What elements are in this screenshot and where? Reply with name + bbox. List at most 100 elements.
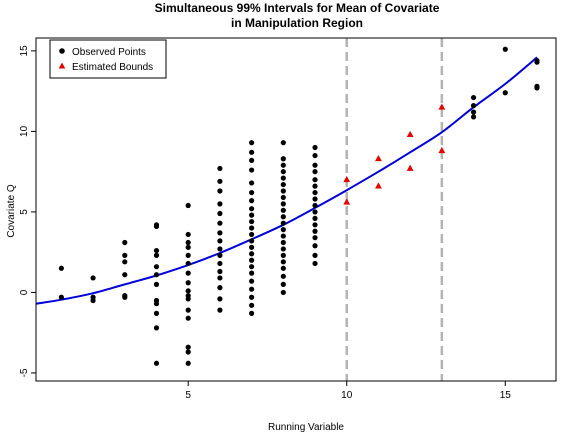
- observed-point: [249, 264, 255, 270]
- observed-point: [280, 194, 286, 201]
- legend-bounds-marker: [58, 62, 66, 69]
- y-tick-label: 5: [19, 209, 30, 215]
- observed-point: [534, 59, 540, 65]
- observed-point: [217, 188, 223, 194]
- legend: Observed Points Estimated Bounds: [49, 39, 167, 79]
- bound-point: [438, 103, 446, 110]
- observed-point: [312, 189, 318, 196]
- observed-point: [249, 278, 255, 284]
- observed-point: [185, 360, 191, 366]
- observed-point: [217, 178, 223, 184]
- observed-point: [249, 140, 255, 146]
- observed-point: [312, 152, 318, 159]
- observed-point: [185, 202, 191, 209]
- observed-point: [280, 201, 286, 207]
- observed-point: [280, 227, 286, 233]
- observed-point: [312, 228, 318, 234]
- observed-point: [217, 296, 223, 302]
- observed-point: [280, 214, 286, 220]
- observed-point: [470, 103, 477, 109]
- observed-point: [280, 162, 286, 168]
- observed-point: [312, 235, 318, 241]
- bound-point: [406, 130, 414, 138]
- vertical-lines: [345, 38, 444, 381]
- observed-point: [217, 201, 223, 207]
- bound-point: [438, 146, 446, 154]
- observed-point: [122, 272, 128, 278]
- observed-point: [153, 281, 160, 287]
- observed-point: [280, 259, 286, 265]
- chart-title-line1: Simultaneous 99% Intervals for Mean of C…: [155, 1, 440, 15]
- observed-point: [153, 264, 160, 270]
- observed-point: [217, 275, 223, 281]
- observed-point: [249, 257, 255, 263]
- axes: 5 10 15 -5 0 5 10 15: [19, 37, 557, 401]
- y-tick-label: 15: [19, 45, 30, 57]
- observed-point: [185, 252, 191, 258]
- observed-point: [249, 310, 255, 316]
- observed-point: [90, 275, 96, 281]
- observed-point: [249, 251, 255, 257]
- chart-title-line2: in Manipulation Region: [231, 16, 363, 30]
- observed-point: [312, 243, 318, 249]
- observed-point: [217, 307, 223, 313]
- observed-point: [153, 223, 160, 230]
- observed-point: [280, 140, 286, 146]
- observed-point: [249, 231, 255, 238]
- observed-point: [217, 252, 223, 258]
- observed-point: [249, 270, 255, 276]
- observed-point: [58, 265, 64, 271]
- observed-point: [217, 220, 223, 226]
- observed-point: [312, 260, 318, 267]
- observed-point: [153, 252, 160, 258]
- observed-point: [280, 181, 286, 188]
- observed-point: [153, 272, 160, 278]
- observed-point: [217, 238, 223, 244]
- observed-point: [249, 157, 255, 163]
- observed-point: [185, 231, 191, 238]
- y-tick-label: -5: [19, 368, 30, 377]
- observed-point: [280, 188, 286, 194]
- x-tick-label: 5: [185, 390, 191, 401]
- observed-point: [502, 90, 508, 96]
- x-axis-title: Running Variable: [268, 422, 344, 432]
- observed-point: [249, 302, 255, 308]
- observed-point: [217, 268, 223, 275]
- legend-bounds-label: Estimated Bounds: [72, 62, 153, 73]
- observed-point: [185, 288, 191, 294]
- observed-point: [153, 301, 160, 307]
- observed-point: [153, 310, 160, 316]
- observed-point: [217, 260, 223, 267]
- bound-point: [375, 182, 382, 189]
- observed-point: [502, 46, 508, 52]
- observed-point: [312, 209, 318, 215]
- legend-observed-label: Observed Points: [72, 47, 146, 58]
- observed-point: [153, 247, 160, 254]
- observed-point: [217, 165, 223, 172]
- observed-point: [249, 238, 255, 244]
- observed-point: [280, 239, 286, 246]
- legend-box: [49, 39, 167, 79]
- observed-point: [312, 222, 318, 228]
- plot-frame: [35, 37, 557, 382]
- observed-point: [249, 286, 255, 292]
- observed-point: [185, 349, 191, 355]
- observed-point: [470, 109, 477, 115]
- observed-point: [185, 260, 191, 267]
- observed-point: [122, 239, 128, 246]
- observed-point: [185, 244, 191, 250]
- fit-curve-group: [35, 56, 538, 305]
- observed-point: [280, 273, 286, 279]
- observed-point: [312, 196, 318, 202]
- y-tick-label: 0: [19, 289, 30, 295]
- bound-points: [343, 103, 446, 205]
- observed-point: [249, 212, 255, 218]
- observed-point: [217, 246, 223, 252]
- observed-point: [312, 215, 318, 221]
- observed-point: [153, 360, 160, 366]
- observed-point: [249, 218, 255, 225]
- observed-point: [280, 246, 286, 252]
- observed-point: [185, 344, 191, 350]
- observed-point: [280, 252, 286, 258]
- observed-point: [185, 307, 191, 313]
